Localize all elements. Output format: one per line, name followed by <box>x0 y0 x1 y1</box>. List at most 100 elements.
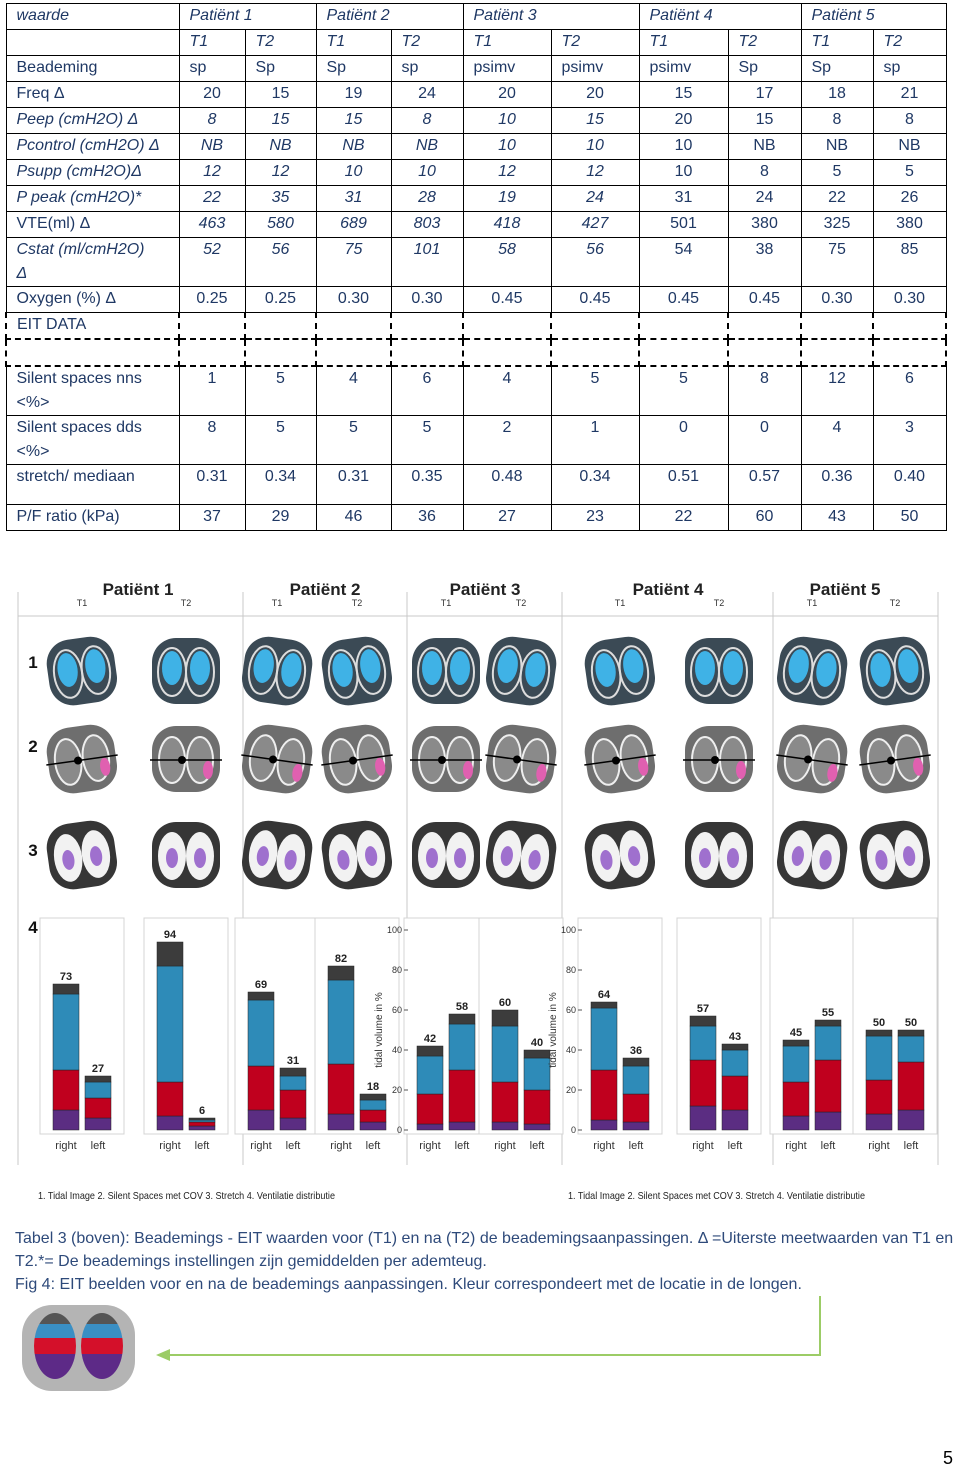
cell-text: 43 <box>828 508 846 525</box>
value-cell: 22 <box>638 504 729 531</box>
value-cell: 8 <box>178 415 246 465</box>
lobe-ventilation <box>332 653 353 687</box>
cell-text: 0.40 <box>893 468 926 485</box>
side-label: left <box>821 1140 836 1152</box>
spacer-row <box>5 338 947 367</box>
table-row: Freq Δ 20 15 19 24 20 20 15 17 18 21 <box>5 81 947 108</box>
time-label: T1 <box>807 598 818 608</box>
cell-text: 20 <box>498 85 516 102</box>
bar-value-label: 64 <box>598 989 611 1001</box>
cell-text: psimv <box>473 59 516 76</box>
stretch-area <box>365 846 378 866</box>
cell-text: Cstat (ml/cmH2O) Δ <box>16 241 145 282</box>
cell-text: Peep (cmH2O) Δ <box>16 111 139 128</box>
lobe-ventilation <box>422 651 442 685</box>
value-cell: 19 <box>315 81 392 108</box>
value-cell: 0.36 <box>800 464 874 505</box>
cell-text: psimv <box>649 59 692 76</box>
cell-text: 37 <box>203 508 221 525</box>
bar-segment <box>491 1009 519 1027</box>
cell-text: 19 <box>344 85 363 102</box>
bar-segment <box>491 1121 519 1131</box>
bar-segment <box>721 1043 749 1051</box>
cell-text: 0.57 <box>748 468 781 485</box>
bar-segment <box>865 1029 893 1037</box>
value-cell: 56 <box>244 237 317 287</box>
table-row: Psupp (cmH2O)Δ 12 12 10 10 12 12 10 8 5 5 <box>5 159 947 186</box>
value-cell: 0.45 <box>462 286 552 313</box>
cell-text: 5 <box>832 163 842 180</box>
silent-space <box>536 764 547 782</box>
value-cell: 28 <box>390 185 464 212</box>
y-tick-label: 0 <box>397 1125 402 1135</box>
cell-text: 10 <box>498 137 516 154</box>
empty-cell <box>638 312 729 340</box>
row-label: Psupp (cmH2O)Δ <box>5 159 180 186</box>
side-label: left <box>629 1140 644 1152</box>
bar-segment <box>188 1119 216 1123</box>
lobe-outline <box>445 647 475 697</box>
patient-title: Patiënt 5 <box>810 580 881 599</box>
bar-segment <box>448 1069 476 1123</box>
bar-segment <box>622 1121 650 1131</box>
table-row: stretch/ mediaan 0.31 0.34 0.31 0.35 0.48 0.34… <box>5 464 947 505</box>
stretch-area <box>699 848 711 868</box>
value-cell: 463 <box>178 211 246 238</box>
cell-text: 1 <box>207 370 217 387</box>
cell-text: 35 <box>271 189 290 206</box>
bar-segment <box>52 993 80 1071</box>
cell-text: Sp <box>255 59 276 76</box>
value-cell: 0 <box>727 415 802 465</box>
bar-segment <box>689 1015 717 1027</box>
time-header: T2 <box>244 29 317 56</box>
value-cell: 10 <box>638 133 729 160</box>
value-cell: 17 <box>727 81 802 108</box>
silent-spaces-image <box>46 724 118 794</box>
lobe-ventilation <box>723 651 743 685</box>
bar-value-label: 57 <box>697 1003 709 1015</box>
time-header: T2 <box>390 29 464 56</box>
side-label: left <box>530 1140 545 1152</box>
figure-legend: 1. Tidal Image 2. Silent Spaces met COV … <box>38 1190 335 1202</box>
cell-text: 60 <box>755 508 774 525</box>
value-cell: 8 <box>872 107 947 134</box>
cell-text: 38 <box>755 241 774 258</box>
stretch-area <box>166 848 178 868</box>
bar-value-label: 36 <box>630 1045 642 1057</box>
bar-segment <box>523 1123 551 1131</box>
empty-cell <box>800 312 874 340</box>
cell-text: sp <box>401 59 419 76</box>
time-header: T2 <box>727 29 802 56</box>
bar-segment <box>782 1039 810 1047</box>
bar-segment <box>156 1081 184 1117</box>
lobe-ventilation <box>870 653 891 687</box>
cell-text: 20 <box>203 85 221 102</box>
cell-text: 15 <box>755 111 774 128</box>
cell-text: 22 <box>203 189 221 206</box>
y-tick-label: 0 <box>571 1125 576 1135</box>
value-cell: 10 <box>462 133 552 160</box>
bar-segment <box>84 1097 112 1119</box>
empty-cell <box>872 312 947 340</box>
value-cell: 37 <box>178 504 246 531</box>
y-tick-label: 80 <box>566 965 576 975</box>
bar-segment <box>247 991 275 1001</box>
bar-segment <box>814 1025 842 1061</box>
value-cell: 0.48 <box>462 464 552 505</box>
value-cell: 0.51 <box>638 464 729 505</box>
table-row: Pcontrol (cmH2O) Δ NB NB NB NB 10 10 10 NB NB NB <box>5 133 947 160</box>
y-tick-label: 100 <box>387 925 402 935</box>
time-label: T2 <box>181 598 192 608</box>
table-row: Silent spaces nns <%> 1 5 4 6 4 5 5 8 12 6 <box>5 365 947 416</box>
lobe-ventilation <box>253 649 274 683</box>
chart-frame <box>577 917 663 1135</box>
lobe-ventilation <box>898 649 919 683</box>
value-cell: 58 <box>462 237 552 287</box>
bar-segment <box>782 1115 810 1131</box>
lobe-outline <box>893 645 925 695</box>
cell-text: 689 <box>340 215 367 232</box>
cell-text: 6 <box>905 370 914 387</box>
bar-segment <box>156 941 184 967</box>
value-cell: NB <box>390 133 464 160</box>
lobe-ventilation <box>788 649 809 683</box>
